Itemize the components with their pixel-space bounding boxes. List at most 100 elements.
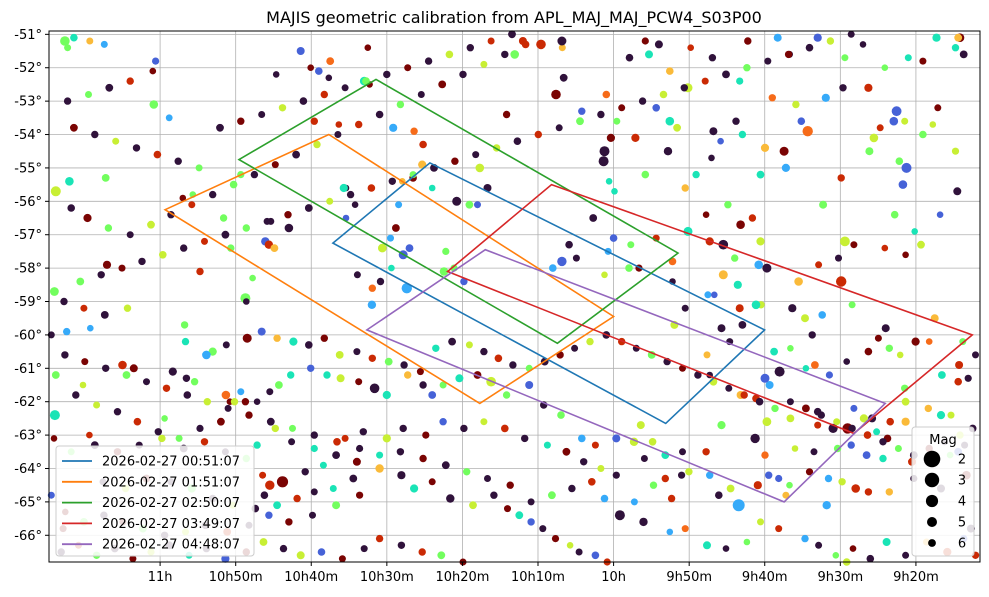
star-point: [325, 74, 333, 82]
star-point: [310, 444, 318, 453]
star-point: [161, 415, 168, 422]
star-point: [572, 254, 580, 262]
star-point: [180, 244, 188, 252]
star-point: [317, 548, 326, 556]
star-point: [410, 484, 419, 493]
star-point: [578, 434, 586, 443]
x-tick-label: 9h30m: [817, 570, 863, 585]
star-point: [911, 337, 920, 346]
star-point: [901, 397, 910, 406]
star-point: [86, 37, 94, 45]
star-point: [293, 494, 301, 503]
star-point: [502, 391, 511, 399]
star-point: [104, 224, 113, 232]
star-point: [301, 468, 309, 476]
star-point: [459, 70, 467, 79]
star-point: [801, 314, 809, 323]
star-point: [275, 381, 283, 389]
star-point: [469, 501, 477, 510]
star-point: [336, 374, 345, 383]
star-point: [448, 337, 456, 346]
star-point: [159, 251, 167, 259]
star-point: [575, 548, 583, 556]
star-point: [395, 201, 403, 209]
star-point: [784, 50, 793, 59]
star-point: [659, 90, 668, 99]
star-point: [919, 130, 927, 139]
star-point: [307, 64, 315, 71]
star-point: [808, 331, 816, 339]
star-point: [627, 241, 635, 249]
star-point: [296, 47, 305, 55]
star-point: [578, 107, 586, 115]
star-point: [768, 94, 776, 102]
star-point: [753, 481, 762, 490]
star-point: [837, 174, 845, 182]
y-tick-label: -60°: [14, 328, 42, 343]
star-point: [101, 174, 110, 182]
star-point: [527, 518, 535, 526]
star-point: [284, 211, 292, 219]
star-point: [165, 114, 173, 122]
star-point: [367, 184, 376, 192]
star-point: [738, 130, 747, 139]
star-point: [702, 448, 710, 456]
star-point: [83, 213, 92, 223]
star-point: [885, 344, 893, 352]
star-point: [86, 431, 93, 439]
star-point: [873, 428, 881, 436]
y-tick-label: -54°: [14, 128, 42, 143]
star-point: [755, 397, 764, 406]
star-point: [680, 84, 688, 92]
star-point: [271, 161, 279, 169]
star-point: [694, 371, 702, 379]
star-point: [224, 404, 232, 412]
star-point: [428, 184, 436, 192]
star-point: [439, 381, 447, 389]
star-point: [100, 40, 108, 48]
mag-label: 5: [958, 516, 966, 531]
mag-marker: [927, 517, 937, 527]
star-point: [605, 178, 613, 185]
star-point: [196, 424, 204, 432]
x-tick-label: 10h10m: [511, 570, 565, 585]
star-point: [138, 257, 146, 266]
star-point: [902, 551, 910, 559]
star-point: [278, 104, 287, 112]
star-point: [932, 33, 941, 42]
star-point: [133, 417, 142, 426]
star-point: [666, 67, 674, 75]
x-tick-label: 9h20m: [893, 570, 939, 585]
star-point: [158, 434, 166, 443]
star-point: [761, 451, 769, 459]
star-point: [463, 468, 471, 476]
star-point: [673, 123, 681, 132]
star-point: [326, 197, 334, 205]
star-point: [631, 133, 640, 142]
star-point: [445, 50, 454, 59]
star-point: [589, 214, 598, 222]
star-point: [687, 44, 694, 51]
star-point: [654, 40, 663, 49]
star-point: [665, 116, 675, 126]
star-point: [802, 365, 810, 372]
star-point: [79, 381, 87, 389]
star-point: [190, 378, 199, 386]
star-point: [847, 441, 855, 449]
star-point: [757, 518, 764, 526]
star-point: [400, 361, 408, 369]
star-point: [222, 341, 230, 349]
star-point: [765, 381, 774, 389]
star-point: [310, 431, 318, 439]
star-point: [515, 511, 524, 520]
star-point: [299, 97, 308, 105]
star-point: [735, 304, 744, 313]
star-point: [195, 164, 203, 172]
star-point: [876, 124, 884, 132]
star-point: [703, 351, 711, 359]
star-point: [404, 64, 412, 72]
star-point: [67, 204, 75, 212]
star-point: [601, 271, 608, 279]
star-point: [954, 377, 962, 386]
star-point: [756, 237, 765, 246]
